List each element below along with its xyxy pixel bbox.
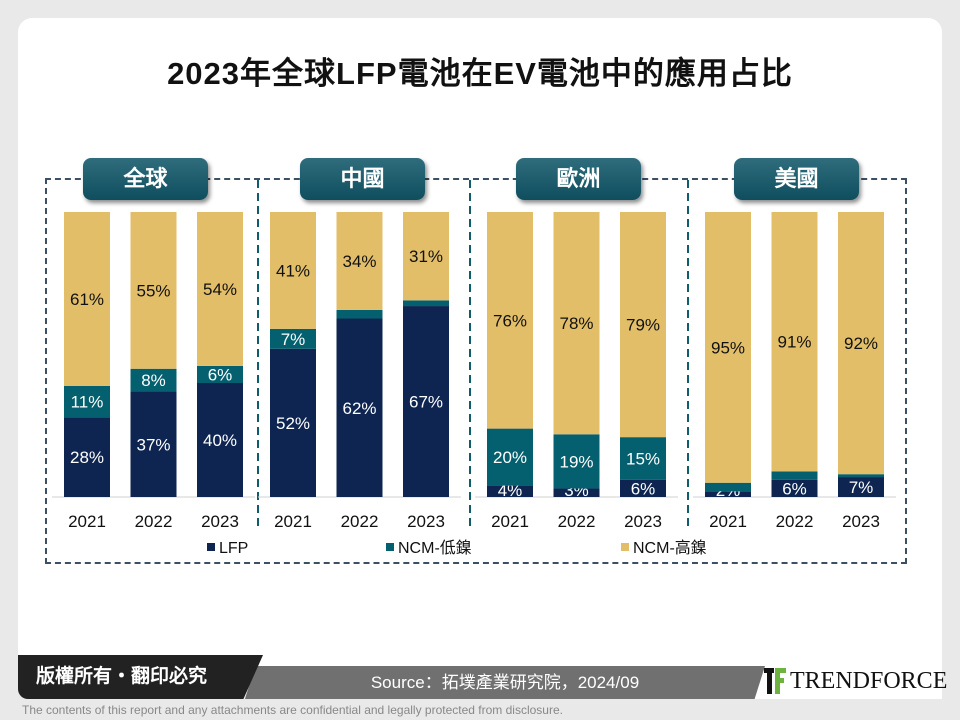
panel-tag-europe: 歐洲 <box>516 158 641 200</box>
brand-name: TRENDFORCE <box>790 668 948 694</box>
footer-brand-area <box>748 636 942 699</box>
bar-segment <box>197 212 243 366</box>
bar-segment <box>130 212 177 369</box>
bar-segment <box>771 471 818 480</box>
data-label: 19% <box>559 452 593 471</box>
x-tick-label: 2023 <box>624 512 662 531</box>
data-label: 7% <box>281 330 306 349</box>
bar-segment <box>620 212 666 438</box>
data-label: 62% <box>342 399 376 418</box>
bar-segment <box>553 212 600 435</box>
panel-tag-global: 全球 <box>83 158 208 200</box>
data-label: 37% <box>136 435 170 454</box>
bar-segment <box>403 306 449 497</box>
bar-segment <box>771 479 818 497</box>
data-label: 95% <box>711 338 745 357</box>
bar-segment <box>270 212 316 329</box>
x-tick-label: 2022 <box>341 512 379 531</box>
data-label: 11% <box>71 393 104 412</box>
disclaimer: The contents of this report and any atta… <box>22 703 563 717</box>
data-label: 7% <box>849 478 874 497</box>
bar-segment <box>64 417 110 497</box>
data-label: 34% <box>342 252 376 271</box>
data-label: 20% <box>493 448 527 467</box>
data-label: 54% <box>203 280 237 299</box>
data-label: 28% <box>70 448 104 467</box>
x-tick-label: 2022 <box>776 512 814 531</box>
data-label: 6% <box>208 365 233 384</box>
data-label: 61% <box>70 290 104 309</box>
data-label: 52% <box>276 414 310 433</box>
data-label: 55% <box>136 281 170 300</box>
bar-segment <box>270 348 316 497</box>
x-tick-label: 2023 <box>201 512 239 531</box>
x-tick-label: 2021 <box>709 512 747 531</box>
x-tick-label: 2023 <box>407 512 445 531</box>
data-label: 41% <box>276 261 310 280</box>
x-tick-label: 2021 <box>274 512 312 531</box>
bar-segment <box>838 212 884 475</box>
bar-segment <box>403 300 449 307</box>
panel-tag-china: 中國 <box>300 158 425 200</box>
bar-segment <box>403 212 449 301</box>
data-label: 15% <box>626 450 660 469</box>
panel-tag-usa: 美國 <box>734 158 859 200</box>
bar-segment <box>130 368 177 392</box>
data-label: 67% <box>409 393 443 412</box>
footer-source: Source：拓墣產業研究院，2024/09 <box>245 666 765 699</box>
bar-segment <box>838 477 884 497</box>
legend-swatch <box>386 543 394 551</box>
data-label: 31% <box>409 247 443 266</box>
x-tick-label: 2023 <box>842 512 880 531</box>
bar-segment <box>553 434 600 489</box>
data-label: 78% <box>559 314 593 333</box>
x-tick-label: 2021 <box>68 512 106 531</box>
bar-segment <box>197 383 243 497</box>
legend-swatch <box>621 543 629 551</box>
bar-segment <box>705 212 751 483</box>
data-label: 6% <box>782 479 807 498</box>
legend-label: NCM-低鎳 <box>398 539 472 557</box>
bar-segment <box>487 485 533 497</box>
x-tick-label: 2022 <box>558 512 596 531</box>
bar-segment <box>64 212 110 386</box>
trendforce-logo-icon <box>764 668 786 694</box>
legend-label: LFP <box>219 540 248 557</box>
bar-segment <box>838 474 884 478</box>
data-label: 91% <box>777 333 811 352</box>
bar-segment <box>270 328 316 349</box>
bar-segment <box>705 491 751 497</box>
page-title: 2023年全球LFP電池在EV電池中的應用占比 <box>167 56 793 91</box>
bar-segment <box>197 365 243 383</box>
legend-swatch <box>207 543 215 551</box>
bar-segment <box>487 428 533 486</box>
data-label: 76% <box>493 311 527 330</box>
x-tick-label: 2021 <box>491 512 529 531</box>
bar-segment <box>553 488 600 497</box>
bar-segment <box>336 212 383 310</box>
bar-segment <box>620 479 666 497</box>
data-label: 6% <box>631 479 656 498</box>
bar-segment <box>336 318 383 497</box>
chart-frame <box>45 178 907 564</box>
bar-segment <box>336 309 383 319</box>
data-label: 40% <box>203 431 237 450</box>
data-label: 8% <box>141 371 166 390</box>
data-label: 79% <box>626 316 660 335</box>
legend-label: NCM-高鎳 <box>633 539 707 557</box>
bar-segment <box>620 437 666 480</box>
bar-segment <box>705 482 751 492</box>
data-label: 92% <box>844 334 878 353</box>
bar-segment <box>771 212 818 472</box>
x-tick-label: 2022 <box>135 512 173 531</box>
bar-segment <box>64 385 110 418</box>
footer-copyright: 版權所有・翻印必究 <box>18 655 263 699</box>
data-label: 4% <box>498 481 523 500</box>
bar-segment <box>130 391 177 497</box>
bar-segment <box>487 212 533 429</box>
